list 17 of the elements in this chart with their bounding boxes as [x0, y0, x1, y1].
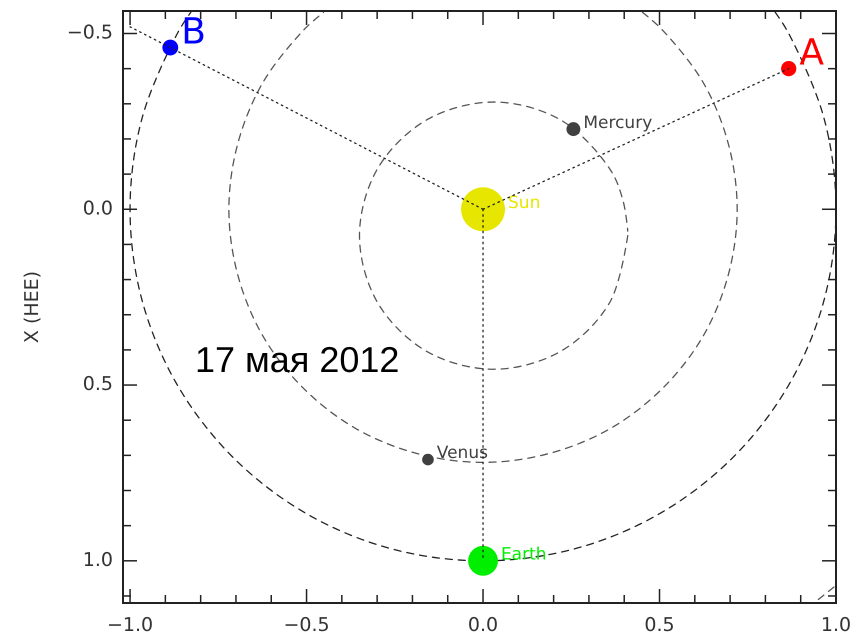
series-label: B — [181, 12, 206, 53]
series-label: Earth — [500, 544, 547, 564]
series-label: A — [799, 32, 824, 74]
series-label: Mercury — [583, 112, 652, 133]
y-axis-title: X (HEE) — [21, 270, 43, 344]
x-tick-label: 1.0 — [820, 614, 852, 636]
y-tick-label: 0.5 — [82, 373, 113, 396]
series-label: Venus — [436, 443, 488, 464]
series-label: Sun — [508, 192, 540, 213]
y-tick-label: 0.0 — [82, 197, 113, 220]
x-tick-label: 0.0 — [468, 614, 498, 636]
y-tick-label: 1.0 — [82, 549, 113, 572]
x-tick-label: −1.0 — [106, 614, 154, 636]
x-tick-label: −0.5 — [283, 614, 330, 636]
x-tick-label: 0.5 — [644, 614, 675, 636]
y-tick-label: −0.5 — [66, 22, 113, 44]
annotation: 17 мая 2012 — [195, 339, 400, 380]
